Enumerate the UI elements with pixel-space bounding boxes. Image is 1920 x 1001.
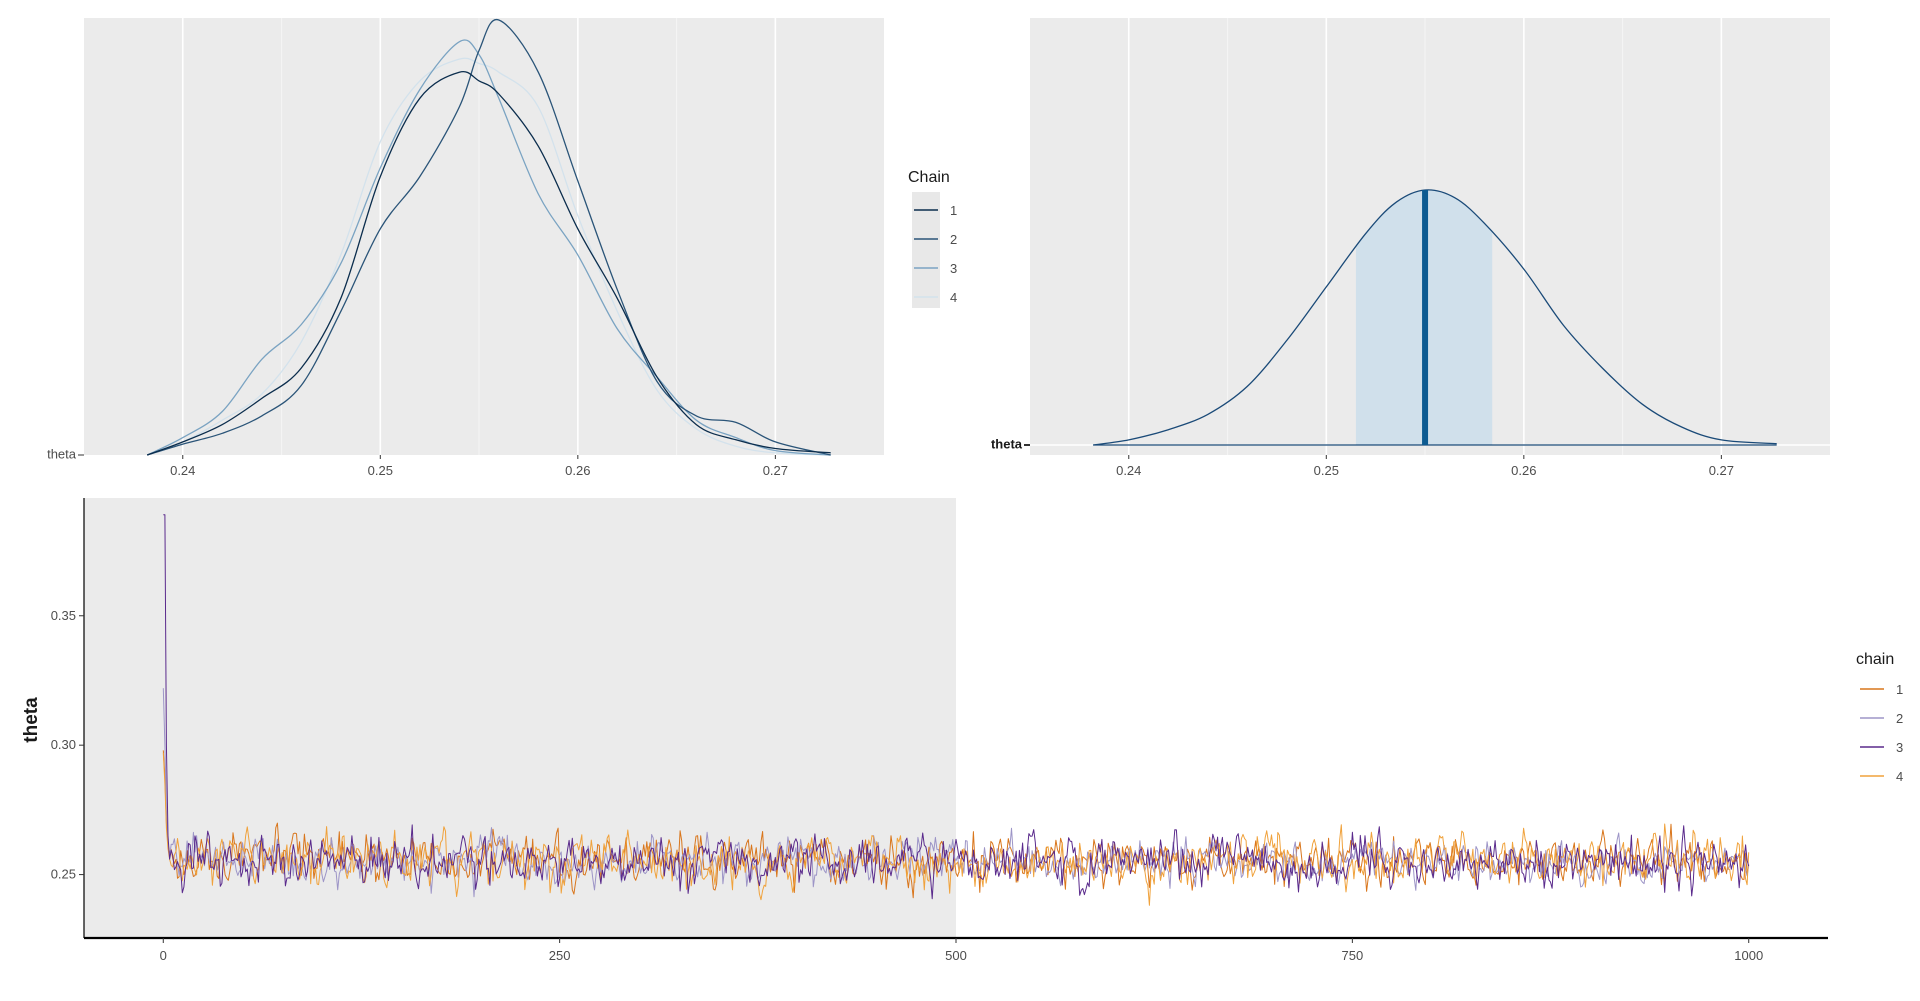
legend-key-background — [912, 192, 940, 308]
x-tick-label: 0.24 — [170, 463, 195, 478]
legend-label-chain-3: 3 — [1896, 740, 1903, 755]
legend-label-chain-3: 3 — [950, 261, 957, 276]
x-tick-label: 0.25 — [1314, 463, 1339, 478]
x-tick-label: 750 — [1342, 948, 1364, 963]
density-line-chain-1 — [146, 70, 831, 456]
y-tick-label: theta — [47, 446, 77, 461]
legend-label-chain-4: 4 — [1896, 769, 1903, 784]
legend-label-chain-4: 4 — [950, 290, 957, 305]
legend: Chain 1 2 3 4 — [908, 169, 957, 308]
x-tick-label: 0.26 — [1511, 463, 1536, 478]
x-tick-label: 0 — [160, 948, 167, 963]
legend-title: Chain — [908, 169, 950, 186]
trace-line-chain-4 — [162, 752, 1750, 906]
y-tick-label: 0.35 — [51, 608, 76, 623]
legend-label-chain-1: 1 — [950, 203, 957, 218]
x-tick-label: 0.24 — [1116, 463, 1141, 478]
y-tick-label: theta — [991, 436, 1023, 451]
x-tick-label: 500 — [945, 948, 967, 963]
legend: chain 1 2 3 4 — [1856, 651, 1903, 784]
y-axis-title: theta — [21, 697, 42, 743]
x-tick-label: 0.27 — [1709, 463, 1734, 478]
x-tick-label: 1000 — [1734, 948, 1763, 963]
density-line-chain-2 — [147, 19, 831, 456]
legend-label-chain-2: 2 — [1896, 711, 1903, 726]
legend-title: chain — [1856, 651, 1894, 668]
trace-line-chain-3 — [163, 514, 1750, 900]
x-tick-label: 0.26 — [565, 463, 590, 478]
y-tick-label: 0.25 — [51, 867, 76, 882]
plot-panel — [84, 18, 884, 455]
legend-label-chain-1: 1 — [1896, 682, 1903, 697]
y-tick-label: 0.30 — [51, 737, 76, 752]
posterior-area-plot: 0.24 0.25 0.26 0.27 theta — [991, 18, 1830, 478]
density-line-chain-4 — [146, 57, 831, 456]
legend-label-chain-2: 2 — [950, 232, 957, 247]
trace-plot: 0 250 500 750 1000 0.25 0.30 0.35 theta chain … — [21, 498, 1903, 963]
x-tick-label: 0.27 — [763, 463, 788, 478]
x-tick-label: 0.25 — [368, 463, 393, 478]
x-tick-label: 250 — [549, 948, 571, 963]
density-by-chain-plot: 0.24 0.25 0.26 0.27 theta Chain 1 2 3 4 — [47, 18, 957, 478]
density-line-chain-3 — [146, 39, 831, 456]
